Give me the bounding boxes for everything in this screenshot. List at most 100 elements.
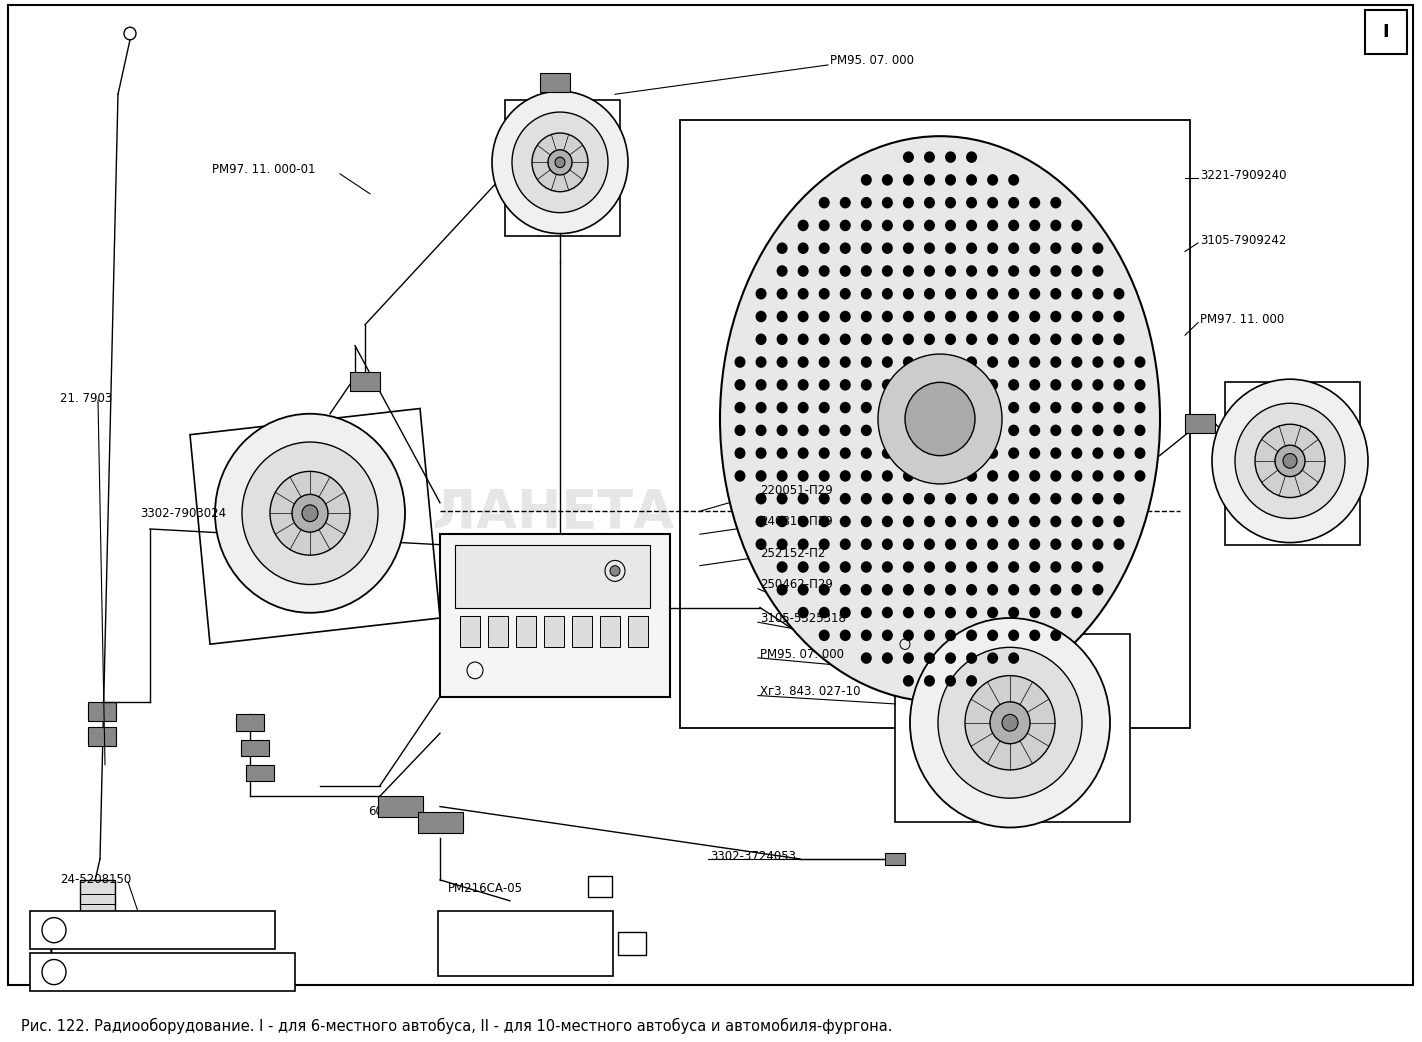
Circle shape <box>946 516 956 527</box>
Circle shape <box>798 584 809 596</box>
Circle shape <box>776 470 788 481</box>
Circle shape <box>1092 311 1103 322</box>
Circle shape <box>1092 470 1103 481</box>
Circle shape <box>966 629 977 641</box>
Bar <box>505 100 620 235</box>
Circle shape <box>946 266 956 277</box>
Circle shape <box>1071 606 1082 618</box>
Circle shape <box>840 562 850 573</box>
Circle shape <box>946 447 956 458</box>
Circle shape <box>840 197 850 208</box>
Text: ПЛАНЕТА ЖЕЛЕЗЯКА: ПЛАНЕТА ЖЕЛЕЗЯКА <box>388 488 1034 540</box>
Circle shape <box>924 174 936 185</box>
Circle shape <box>946 356 956 368</box>
Circle shape <box>882 447 893 458</box>
Bar <box>455 545 650 607</box>
Circle shape <box>966 288 977 299</box>
Circle shape <box>987 562 998 573</box>
Circle shape <box>987 539 998 550</box>
Circle shape <box>1030 197 1041 208</box>
Circle shape <box>924 197 936 208</box>
Circle shape <box>1113 333 1125 345</box>
Circle shape <box>1051 584 1061 596</box>
Circle shape <box>1008 425 1020 437</box>
Circle shape <box>1092 493 1103 504</box>
Circle shape <box>1008 379 1020 391</box>
Circle shape <box>903 220 914 231</box>
Text: УРВИ. 685613. 006: УРВИ. 685613. 006 <box>73 966 185 978</box>
Bar <box>1365 10 1406 54</box>
Circle shape <box>755 493 766 504</box>
Text: 21. 7903: 21. 7903 <box>60 392 112 404</box>
Circle shape <box>1092 402 1103 414</box>
Circle shape <box>755 379 766 391</box>
Circle shape <box>819 584 829 596</box>
Text: 250462-П29: 250462-П29 <box>759 578 833 591</box>
Circle shape <box>903 402 914 414</box>
Circle shape <box>1113 288 1125 299</box>
Circle shape <box>882 197 893 208</box>
Circle shape <box>903 266 914 277</box>
Circle shape <box>1276 445 1305 476</box>
Circle shape <box>819 266 829 277</box>
Circle shape <box>1071 470 1082 481</box>
Circle shape <box>966 675 977 687</box>
Circle shape <box>840 606 850 618</box>
Circle shape <box>924 516 936 527</box>
Circle shape <box>1051 606 1061 618</box>
Text: РМ95. 07. 000: РМ95. 07. 000 <box>759 648 845 662</box>
Circle shape <box>882 402 893 414</box>
Circle shape <box>946 174 956 185</box>
Bar <box>572 616 592 647</box>
Circle shape <box>987 652 998 664</box>
Circle shape <box>819 243 829 254</box>
Circle shape <box>755 425 766 437</box>
Text: 24-5208150: 24-5208150 <box>60 873 131 887</box>
Circle shape <box>1071 356 1082 368</box>
Circle shape <box>946 220 956 231</box>
Circle shape <box>987 333 998 345</box>
Circle shape <box>776 425 788 437</box>
Circle shape <box>1008 333 1020 345</box>
Circle shape <box>903 584 914 596</box>
Circle shape <box>492 91 629 233</box>
Circle shape <box>776 379 788 391</box>
Circle shape <box>903 197 914 208</box>
Circle shape <box>1212 379 1368 543</box>
Circle shape <box>1051 629 1061 641</box>
Circle shape <box>946 425 956 437</box>
Circle shape <box>1008 516 1020 527</box>
Circle shape <box>987 606 998 618</box>
Circle shape <box>1008 266 1020 277</box>
Circle shape <box>242 442 378 585</box>
Circle shape <box>946 652 956 664</box>
Circle shape <box>987 356 998 368</box>
Circle shape <box>755 470 766 481</box>
Text: РМ97. 11. 000: РМ97. 11. 000 <box>1200 313 1284 326</box>
Circle shape <box>1030 243 1041 254</box>
Circle shape <box>903 493 914 504</box>
Circle shape <box>860 402 872 414</box>
Circle shape <box>1008 243 1020 254</box>
Circle shape <box>776 516 788 527</box>
Bar <box>350 372 380 391</box>
Circle shape <box>903 562 914 573</box>
Circle shape <box>860 652 872 664</box>
Circle shape <box>903 629 914 641</box>
Circle shape <box>840 356 850 368</box>
Circle shape <box>924 470 936 481</box>
Circle shape <box>1071 333 1082 345</box>
Circle shape <box>946 288 956 299</box>
Circle shape <box>819 425 829 437</box>
Circle shape <box>819 539 829 550</box>
Circle shape <box>882 174 893 185</box>
Circle shape <box>1071 447 1082 458</box>
Bar <box>545 616 565 647</box>
Bar <box>80 879 115 933</box>
Circle shape <box>946 675 956 687</box>
Circle shape <box>1008 539 1020 550</box>
Circle shape <box>903 652 914 664</box>
Circle shape <box>776 539 788 550</box>
Circle shape <box>1008 288 1020 299</box>
Circle shape <box>798 333 809 345</box>
